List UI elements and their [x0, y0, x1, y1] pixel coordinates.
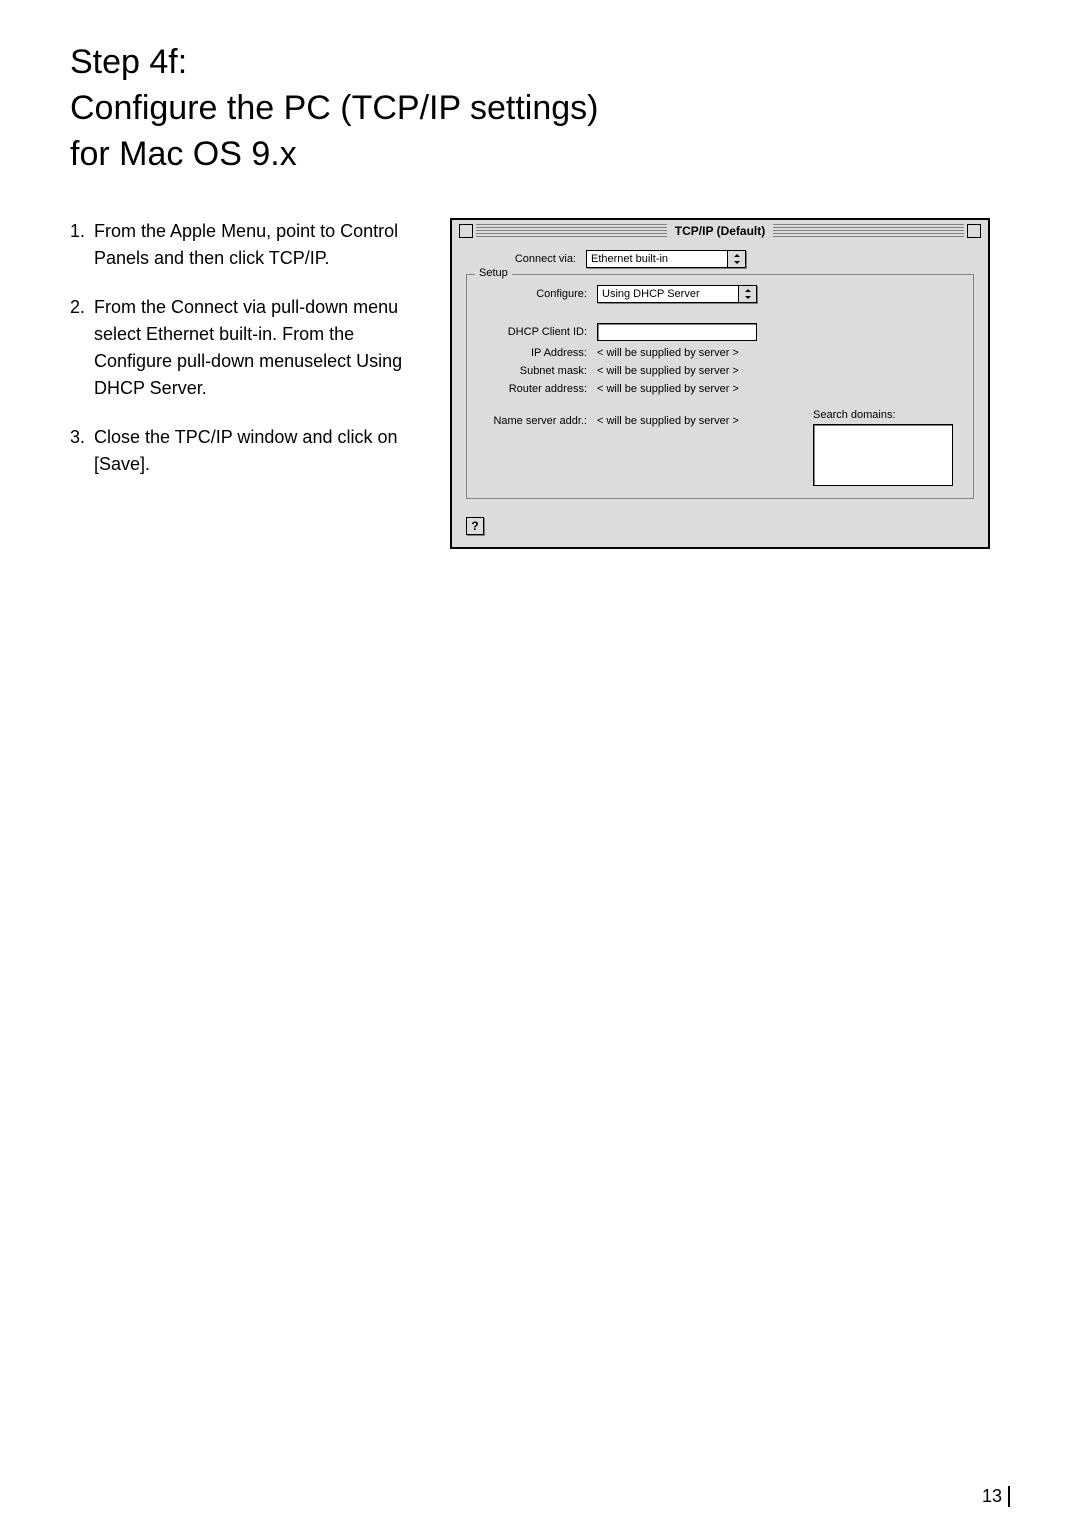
window-titlebar[interactable]: TCP/IP (Default): [452, 220, 988, 242]
name-server-label: Name server addr.:: [477, 415, 597, 427]
setup-fieldset: Setup Configure: Using DHCP Server DHCP …: [466, 274, 974, 499]
step-2: From the Connect via pull-down menu sele…: [70, 294, 420, 402]
chevron-updown-icon: [738, 286, 756, 302]
connect-via-value: Ethernet built-in: [591, 253, 668, 265]
zoom-box-icon[interactable]: [967, 224, 981, 238]
dhcp-client-id-label: DHCP Client ID:: [477, 326, 597, 338]
chevron-updown-icon: [727, 251, 745, 267]
question-mark-icon: ?: [471, 519, 478, 533]
heading-line-3: for Mac OS 9.x: [70, 135, 297, 173]
window-title: TCP/IP (Default): [667, 224, 773, 238]
heading-line-2: Configure the PC (TCP/IP settings): [70, 89, 598, 127]
ip-address-label: IP Address:: [477, 347, 597, 359]
titlebar-stripes-left: [476, 224, 667, 238]
connect-via-dropdown[interactable]: Ethernet built-in: [586, 250, 746, 268]
page-heading: Step 4f: Configure the PC (TCP/IP settin…: [70, 40, 1010, 178]
step-1: From the Apple Menu, point to Control Pa…: [70, 218, 420, 272]
heading-line-1: Step 4f:: [70, 43, 187, 81]
configure-value: Using DHCP Server: [602, 288, 700, 300]
search-domains-label: Search domains:: [813, 409, 963, 421]
router-address-label: Router address:: [477, 383, 597, 395]
dhcp-client-id-input[interactable]: [597, 323, 757, 341]
ip-address-value: < will be supplied by server >: [597, 347, 739, 359]
step-3: Close the TPC/IP window and click on [Sa…: [70, 424, 420, 478]
page-number: 13: [982, 1486, 1010, 1507]
tcpip-window: TCP/IP (Default) Connect via: Ethernet b…: [450, 218, 990, 549]
connect-via-label: Connect via:: [466, 253, 586, 265]
name-server-value: < will be supplied by server >: [597, 415, 739, 427]
setup-legend: Setup: [475, 267, 512, 279]
instruction-steps: From the Apple Menu, point to Control Pa…: [70, 218, 420, 500]
close-box-icon[interactable]: [459, 224, 473, 238]
configure-label: Configure:: [477, 288, 597, 300]
search-domains-input[interactable]: [813, 424, 953, 486]
subnet-mask-label: Subnet mask:: [477, 365, 597, 377]
configure-dropdown[interactable]: Using DHCP Server: [597, 285, 757, 303]
help-button[interactable]: ?: [466, 517, 484, 535]
subnet-mask-value: < will be supplied by server >: [597, 365, 739, 377]
router-address-value: < will be supplied by server >: [597, 383, 739, 395]
titlebar-stripes-right: [773, 224, 964, 238]
